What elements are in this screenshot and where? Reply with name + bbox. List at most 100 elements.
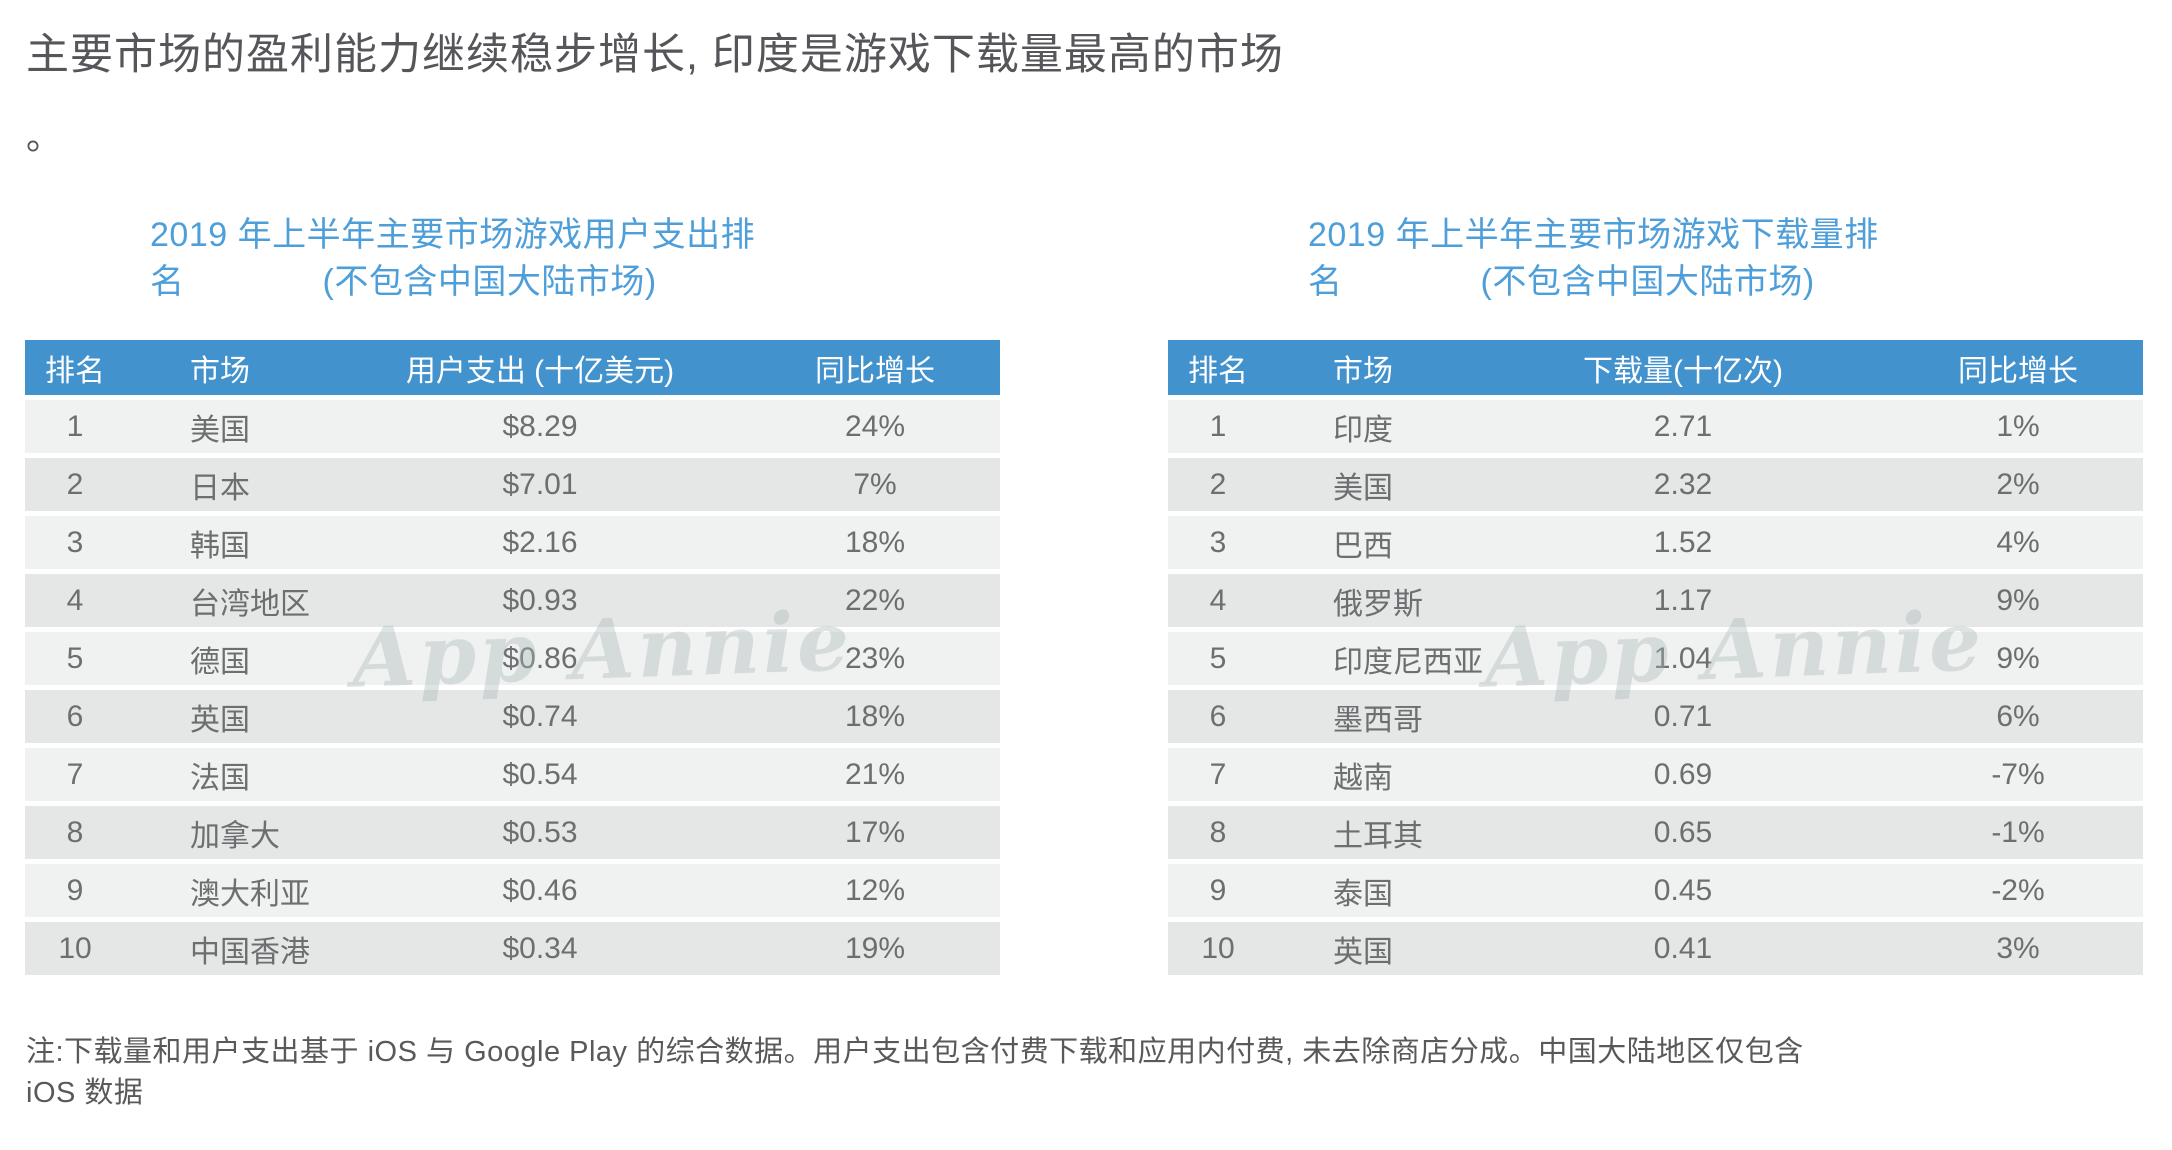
- rank-cell: 3: [66, 525, 84, 559]
- table-row: 2 日本 $7.01 7%: [25, 458, 1000, 511]
- column-header-growth: 同比增长: [815, 354, 935, 388]
- table-row: 4 俄罗斯 1.17 9%: [1168, 574, 2143, 627]
- market-cell: 美国: [1333, 471, 1393, 505]
- spend-cell: $2.16: [502, 525, 578, 559]
- spend-cell: $0.54: [502, 757, 578, 791]
- spend-cell: $8.29: [502, 409, 578, 443]
- market-cell: 泰国: [1333, 877, 1393, 911]
- market-cell: 德国: [190, 645, 250, 679]
- spend-cell: $0.46: [502, 873, 578, 907]
- market-cell: 英国: [1333, 935, 1393, 969]
- rank-cell: 5: [1209, 641, 1227, 675]
- growth-cell: 19%: [844, 931, 906, 965]
- rank-cell: 9: [1209, 873, 1227, 907]
- spend-cell: $0.53: [502, 815, 578, 849]
- market-cell: 法国: [190, 761, 250, 795]
- rank-cell: 6: [1209, 699, 1227, 733]
- rank-cell: 5: [66, 641, 84, 675]
- downloads-cell: 0.71: [1653, 699, 1713, 733]
- column-header-rank: 排名: [1188, 354, 1248, 388]
- growth-cell: 2%: [1996, 467, 2040, 501]
- left-table-title-line1: 2019 年上半年主要市场游戏用户支出排: [150, 216, 756, 254]
- spend-cell: $7.01: [502, 467, 578, 501]
- market-cell: 印度: [1333, 413, 1393, 447]
- downloads-cell: 2.32: [1653, 467, 1713, 501]
- downloads-cell: 0.45: [1653, 873, 1713, 907]
- growth-cell: 18%: [844, 699, 906, 733]
- market-cell: 巴西: [1333, 529, 1393, 563]
- growth-cell: 9%: [1996, 583, 2040, 617]
- market-cell: 台湾地区: [190, 587, 310, 621]
- column-header-market: 市场: [1333, 354, 1393, 388]
- rank-cell: 9: [66, 873, 84, 907]
- table-row: 1 印度 2.71 1%: [1168, 400, 2143, 453]
- table-row: 2 美国 2.32 2%: [1168, 458, 2143, 511]
- right-table-title-line1: 2019 年上半年主要市场游戏下载量排: [1308, 216, 1879, 254]
- rank-cell: 8: [1209, 815, 1227, 849]
- market-cell: 墨西哥: [1333, 703, 1423, 737]
- rank-cell: 10: [1201, 931, 1235, 965]
- spend-cell: $0.74: [502, 699, 578, 733]
- market-cell: 越南: [1333, 761, 1393, 795]
- table-row: 9 泰国 0.45 -2%: [1168, 864, 2143, 917]
- market-cell: 中国香港: [190, 935, 310, 969]
- market-cell: 澳大利亚: [190, 877, 310, 911]
- market-cell: 印度尼西亚: [1333, 645, 1483, 679]
- growth-cell: 24%: [844, 409, 906, 443]
- right-table-title-line2: 名 (不包含中国大陆市场): [1308, 262, 1815, 301]
- rank-cell: 1: [1209, 409, 1227, 443]
- column-header-market: 市场: [190, 354, 250, 388]
- market-cell: 日本: [190, 471, 250, 505]
- table-row: 3 巴西 1.52 4%: [1168, 516, 2143, 569]
- left-table-title-line2: 名 (不包含中国大陆市场): [150, 262, 657, 301]
- column-header-growth: 同比增长: [1958, 354, 2078, 388]
- user-spend-table-header: 排名 市场 用户支出 (十亿美元) 同比增长: [25, 340, 1000, 395]
- market-cell: 英国: [190, 703, 250, 737]
- left-table-title: 2019 年上半年主要市场游戏用户支出排名 (不包含中国大陆市场): [150, 212, 1030, 306]
- downloads-cell: 1.52: [1653, 525, 1713, 559]
- spend-cell: $0.86: [502, 641, 578, 675]
- market-cell: 加拿大: [190, 819, 280, 853]
- growth-cell: 1%: [1996, 409, 2040, 443]
- rank-cell: 2: [66, 467, 84, 501]
- downloads-cell: 0.65: [1653, 815, 1713, 849]
- table-row: 6 英国 $0.74 18%: [25, 690, 1000, 743]
- table-row: 8 加拿大 $0.53 17%: [25, 806, 1000, 859]
- downloads-table: 排名 市场 下载量(十亿次) 同比增长 1 印度 2.71 1% 2 美国 2.…: [1168, 340, 2143, 980]
- growth-cell: -7%: [1991, 757, 2045, 791]
- growth-cell: -1%: [1991, 815, 2045, 849]
- right-table-title: 2019 年上半年主要市场游戏下载量排名 (不包含中国大陆市场): [1308, 212, 2172, 306]
- rank-cell: 7: [1209, 757, 1227, 791]
- table-row: 6 墨西哥 0.71 6%: [1168, 690, 2143, 743]
- growth-cell: 6%: [1996, 699, 2040, 733]
- rank-cell: 8: [66, 815, 84, 849]
- rank-cell: 4: [1209, 583, 1227, 617]
- market-cell: 俄罗斯: [1333, 587, 1423, 621]
- rank-cell: 10: [58, 931, 92, 965]
- spend-cell: $0.93: [502, 583, 578, 617]
- user-spend-table: 排名 市场 用户支出 (十亿美元) 同比增长 1 美国 $8.29 24% 2 …: [25, 340, 1000, 980]
- growth-cell: 22%: [844, 583, 906, 617]
- growth-cell: 23%: [844, 641, 906, 675]
- table-row: 7 法国 $0.54 21%: [25, 748, 1000, 801]
- rank-cell: 7: [66, 757, 84, 791]
- page-title-overflow-period: 。: [26, 116, 63, 157]
- growth-cell: 3%: [1996, 931, 2040, 965]
- footnote: 注:下载量和用户支出基于 iOS 与 Google Play 的综合数据。用户支…: [26, 1036, 1804, 1109]
- table-row: 5 印度尼西亚 1.04 9%: [1168, 632, 2143, 685]
- table-row: 4 台湾地区 $0.93 22%: [25, 574, 1000, 627]
- spend-cell: $0.34: [502, 931, 578, 965]
- table-row: 8 土耳其 0.65 -1%: [1168, 806, 2143, 859]
- column-header-downloads: 下载量(十亿次): [1583, 354, 1783, 388]
- growth-cell: 18%: [844, 525, 906, 559]
- growth-cell: 7%: [853, 467, 897, 501]
- rank-cell: 6: [66, 699, 84, 733]
- growth-cell: 4%: [1996, 525, 2040, 559]
- rank-cell: 2: [1209, 467, 1227, 501]
- downloads-cell: 0.41: [1653, 931, 1713, 965]
- rank-cell: 3: [1209, 525, 1227, 559]
- table-row: 5 德国 $0.86 23%: [25, 632, 1000, 685]
- market-cell: 美国: [190, 413, 250, 447]
- downloads-table-header: 排名 市场 下载量(十亿次) 同比增长: [1168, 340, 2143, 395]
- market-cell: 韩国: [190, 529, 250, 563]
